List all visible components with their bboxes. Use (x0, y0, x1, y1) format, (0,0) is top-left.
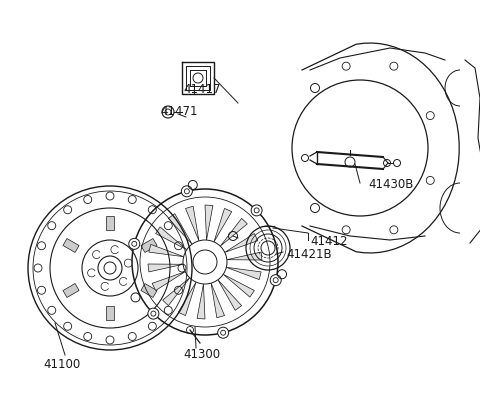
Circle shape (251, 205, 262, 216)
Polygon shape (156, 227, 187, 250)
Polygon shape (227, 252, 262, 260)
Polygon shape (225, 233, 258, 252)
Text: 41471: 41471 (160, 105, 197, 118)
Polygon shape (227, 267, 261, 280)
FancyBboxPatch shape (63, 284, 79, 297)
Circle shape (217, 327, 228, 338)
Polygon shape (168, 214, 192, 244)
Circle shape (181, 186, 192, 197)
Polygon shape (220, 218, 247, 246)
Text: 41412: 41412 (310, 235, 348, 248)
Text: 41417: 41417 (183, 83, 220, 96)
Polygon shape (218, 280, 241, 310)
Polygon shape (178, 282, 196, 316)
Polygon shape (148, 264, 183, 272)
Circle shape (129, 238, 140, 249)
Text: 41300: 41300 (183, 348, 220, 361)
FancyBboxPatch shape (141, 284, 157, 297)
Polygon shape (152, 272, 185, 291)
Text: 41421B: 41421B (286, 248, 332, 261)
Polygon shape (185, 206, 199, 241)
Polygon shape (197, 284, 205, 319)
Polygon shape (149, 244, 184, 257)
Circle shape (148, 308, 159, 319)
Polygon shape (211, 283, 225, 318)
FancyBboxPatch shape (106, 306, 114, 320)
FancyBboxPatch shape (106, 216, 114, 230)
FancyBboxPatch shape (63, 239, 79, 252)
FancyBboxPatch shape (141, 239, 157, 252)
Polygon shape (163, 278, 190, 305)
Text: 41430B: 41430B (368, 178, 413, 191)
Circle shape (270, 275, 281, 286)
Polygon shape (214, 208, 232, 242)
Polygon shape (223, 274, 254, 297)
Text: 41100: 41100 (43, 358, 80, 371)
Polygon shape (205, 205, 213, 240)
